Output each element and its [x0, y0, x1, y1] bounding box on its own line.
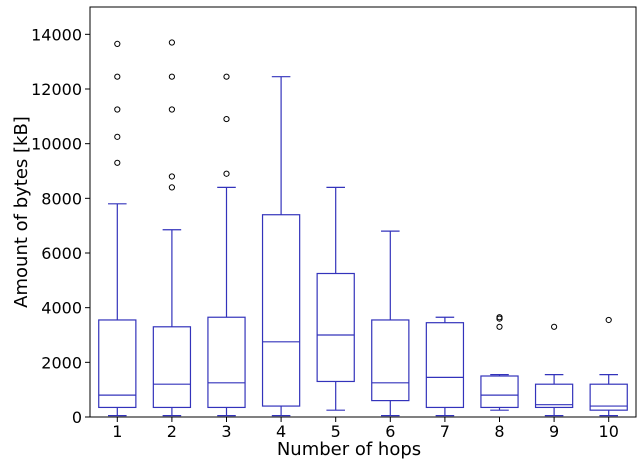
iqr-box — [152, 326, 192, 409]
iqr-box — [589, 383, 628, 411]
axes: 0 2000 4000 6000 8000 10000 12000 14000 1 2 3 4 5 6 7 8… — [31, 6, 637, 441]
iqr-box — [480, 375, 519, 409]
outlier-point — [223, 170, 230, 177]
y-tick-label: 14000 — [31, 25, 82, 44]
outlier-point — [168, 184, 175, 191]
x-tick-label: 1 — [112, 422, 122, 441]
x-tick-label: 7 — [440, 422, 450, 441]
outlier-point — [223, 73, 230, 80]
y-tick-label: 6000 — [41, 244, 82, 263]
x-axis-label: Number of hops — [277, 439, 421, 460]
x-tick-label: 5 — [331, 422, 341, 441]
iqr-box — [371, 319, 410, 402]
y-tick-label: 8000 — [41, 189, 82, 208]
outlier-point — [114, 159, 121, 166]
x-tick-label: 2 — [167, 422, 177, 441]
y-tick-label: 10000 — [31, 135, 82, 154]
y-tick-label: 0 — [72, 408, 82, 427]
box-group-9 — [534, 323, 574, 417]
iqr-box — [207, 316, 246, 409]
y-tick-label: 12000 — [31, 80, 82, 99]
box-group-8 — [480, 314, 519, 411]
x-tick-label: 8 — [494, 422, 504, 441]
outlier-point — [223, 115, 230, 123]
y-axis-label: Amount of bytes [kB] — [11, 116, 32, 308]
x-tick-label: 9 — [549, 422, 559, 441]
box-group-4 — [261, 76, 301, 417]
y-tick-label: 2000 — [41, 353, 82, 372]
iqr-box — [425, 322, 465, 409]
outlier-point — [114, 133, 121, 140]
outlier-point — [114, 73, 121, 80]
plot-area — [98, 39, 628, 417]
outlier-point — [114, 106, 121, 113]
x-tick-label: 6 — [385, 422, 395, 441]
outlier-point — [496, 314, 503, 321]
outlier-point — [114, 40, 121, 48]
outlier-point — [168, 106, 175, 113]
plot-frame — [89, 6, 637, 418]
box-group-5 — [316, 186, 355, 411]
x-tick-label: 10 — [599, 422, 619, 441]
box-group-2 — [152, 39, 192, 417]
iqr-box — [316, 272, 355, 383]
box-group-3 — [207, 73, 246, 417]
outlier-point — [168, 39, 175, 46]
box-group-1 — [98, 40, 137, 417]
y-tick-label: 4000 — [41, 299, 82, 318]
iqr-box — [534, 383, 574, 409]
iqr-box — [261, 214, 301, 407]
outlier-point — [605, 316, 612, 324]
outlier-point — [551, 323, 558, 330]
box-group-6 — [371, 230, 410, 417]
x-tick-label: 4 — [276, 422, 286, 441]
box-group-7 — [425, 316, 465, 417]
outlier-point — [168, 73, 175, 80]
box-group-10 — [589, 316, 628, 417]
iqr-box — [98, 319, 137, 409]
x-tick-label: 3 — [221, 422, 231, 441]
outlier-point — [168, 173, 175, 180]
outlier-point — [496, 323, 503, 330]
